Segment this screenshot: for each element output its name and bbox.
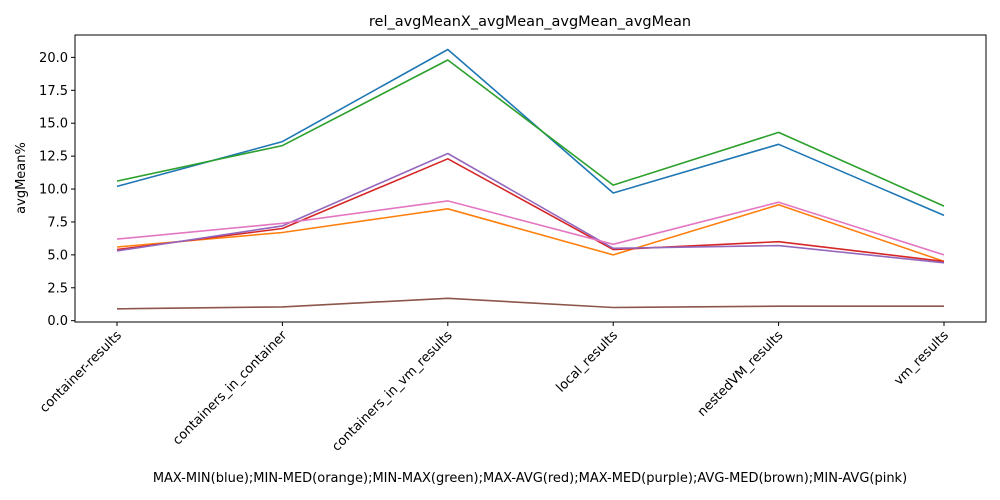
y-axis-ticks: 0.0 2.5 5.0 7.5 10.0 12.5 15.0 17.5 20.0 xyxy=(39,51,75,329)
y-tick-label: 2.5 xyxy=(47,281,68,296)
x-tick-label: containers_in_container xyxy=(170,328,291,449)
x-tick-label: container-results xyxy=(37,328,125,416)
series-line xyxy=(116,200,945,256)
x-tick-label: local_results xyxy=(554,328,622,396)
series-line xyxy=(116,59,945,207)
y-tick-label: 20.0 xyxy=(39,51,68,66)
series-lines xyxy=(116,48,945,310)
y-tick-label: 10.0 xyxy=(39,183,68,198)
x-axis-label: MAX-MIN(blue);MIN-MED(orange);MIN-MAX(gr… xyxy=(153,471,907,486)
x-axis-ticks: container-results containers_in_container… xyxy=(37,322,952,455)
series-line xyxy=(116,204,945,263)
y-tick-label: 5.0 xyxy=(47,248,68,263)
y-tick-label: 17.5 xyxy=(39,84,68,99)
x-tick-label: nestedVM_results xyxy=(695,328,787,420)
y-tick-label: 12.5 xyxy=(39,150,68,165)
plot-frame xyxy=(74,34,987,323)
chart-title: rel_avgMeanX_avgMean_avgMean_avgMean xyxy=(369,14,691,30)
y-tick-label: 15.0 xyxy=(39,117,68,132)
y-tick-label: 7.5 xyxy=(47,215,68,230)
y-tick-label: 0.0 xyxy=(47,314,68,329)
series-line xyxy=(116,152,945,264)
y-axis-label: avgMean% xyxy=(14,142,29,214)
x-tick-label: containers_in_vm_results xyxy=(329,328,455,454)
series-line xyxy=(116,48,945,217)
x-tick-label: vm_results xyxy=(891,328,952,389)
series-line xyxy=(116,158,945,263)
series-line xyxy=(116,297,944,310)
